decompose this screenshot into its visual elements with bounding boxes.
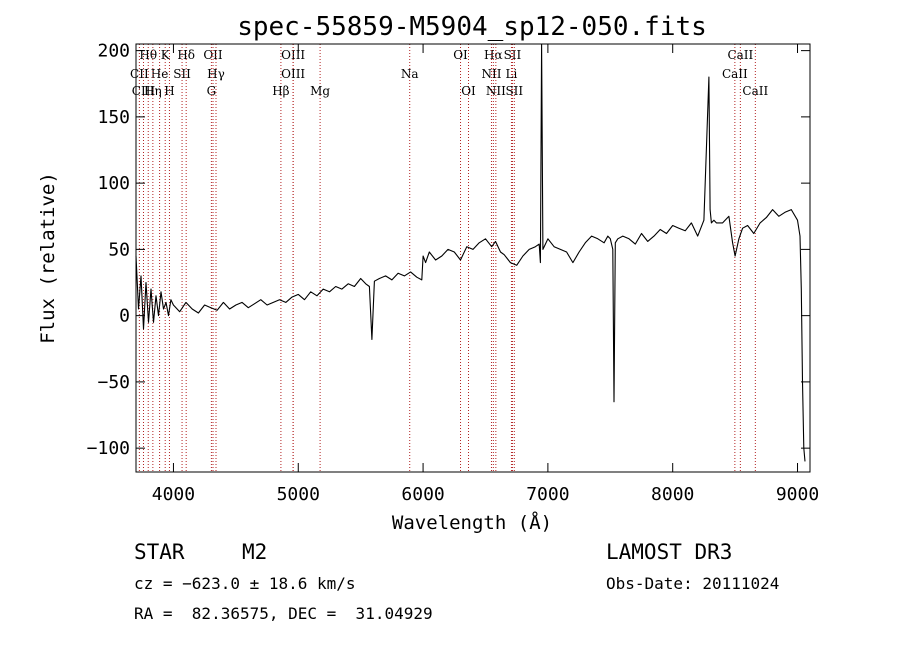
object-subclass: M2 — [242, 540, 268, 564]
y-tick-label: 50 — [108, 239, 130, 260]
y-tick-label: −100 — [87, 438, 130, 459]
plot-frame — [135, 43, 811, 473]
spectral-line-label: Hδ — [177, 48, 195, 62]
object-class: STAR — [134, 540, 185, 564]
spectral-line-label: OII — [203, 48, 223, 62]
spectral-line-label: OI — [461, 84, 476, 98]
spectral-line-label: SII — [173, 67, 191, 81]
redshift-velocity: cz = −623.0 ± 18.6 km/s — [134, 574, 356, 593]
y-tick-label: 150 — [97, 107, 130, 128]
spectral-line-label: CIII — [132, 84, 156, 98]
coordinates: RA = 82.36575, DEC = 31.04929 — [134, 604, 433, 623]
x-axis-ticks: 4000 5000 6000 7000 8000 9000 — [152, 44, 819, 505]
y-tick-label: 0 — [119, 306, 130, 327]
x-tick-label: 5000 — [277, 484, 320, 505]
y-axis-ticks: −100 −50 0 50 100 150 200 — [87, 41, 810, 459]
spectral-line-label: CaII — [742, 84, 768, 98]
spectral-line-label: SII — [505, 84, 523, 98]
spectral-line-label: Hγ — [207, 67, 225, 81]
spectral-line-label: Li — [506, 67, 518, 81]
x-tick-label: 4000 — [152, 484, 195, 505]
survey-name: LAMOST DR3 — [606, 540, 733, 564]
spectral-line-label: CII — [130, 67, 149, 81]
spectral-line-label: Na — [401, 67, 419, 81]
spectral-line-label: K — [161, 48, 171, 62]
spectral-line-label: He — [151, 67, 169, 81]
y-tick-label: −50 — [97, 372, 130, 393]
y-tick-label: 100 — [97, 173, 130, 194]
series-layer — [135, 43, 806, 462]
y-tick-label: 200 — [97, 41, 130, 62]
spectral-line-label: Mg — [310, 84, 330, 98]
x-axis-label: Wavelength (Å) — [392, 511, 552, 534]
spectral-line-label: Hβ — [272, 84, 289, 98]
x-tick-label: 9000 — [776, 484, 819, 505]
spectrum-series-line — [135, 43, 806, 462]
observation-date: Obs-Date: 20111024 — [606, 574, 780, 593]
spectral-line-label: OI — [453, 48, 468, 62]
spectral-line-label: CaII — [727, 48, 753, 62]
chart-title: spec-55859-M5904_sp12-050.fits — [237, 12, 707, 42]
x-tick-label: 6000 — [401, 484, 444, 505]
spectral-line-label: NII — [481, 67, 501, 81]
spectral-line-label: Hη — [144, 84, 162, 98]
spectral-line-label: Hα — [484, 48, 503, 62]
spectral-line-label: SII — [504, 48, 522, 62]
spectral-line-label: OIII — [281, 48, 305, 62]
spectral-line-label: NII — [486, 84, 506, 98]
spectral-line-label: G — [207, 84, 217, 98]
spectral-line-label: H — [164, 84, 174, 98]
spectral-line-label: CaII — [722, 67, 748, 81]
spectral-line-label: OIII — [281, 67, 305, 81]
spectral-line-label: Hθ — [139, 48, 157, 62]
x-tick-label: 8000 — [651, 484, 694, 505]
y-axis-label: Flux (relative) — [37, 172, 59, 344]
x-tick-label: 7000 — [526, 484, 569, 505]
